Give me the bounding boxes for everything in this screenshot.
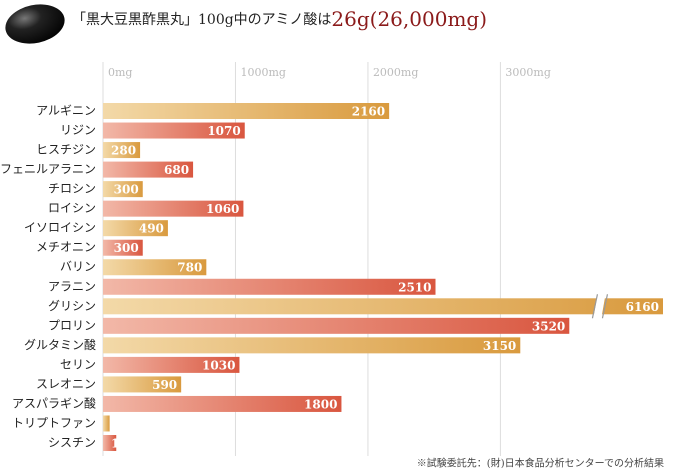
value-label: 300 [114,241,139,255]
value-label: 1030 [202,358,235,372]
bar [103,356,240,373]
title-main: 「黒大豆黒酢黒丸」100g中のアミノ酸は [72,12,331,28]
category-label: ロイシン [48,201,96,215]
category-label: グリシン [48,299,96,313]
axis-break-mark [591,294,599,319]
category-label: セリン [60,357,96,371]
x-tick-label: 1000mg [240,66,285,79]
value-label: 680 [164,163,189,177]
category-label: プロリン [48,318,96,332]
category-label: リジン [60,123,96,137]
chart-title: 「黒大豆黒酢黒丸」100g中のアミノ酸は26g(26,000mg) [72,7,487,31]
bar [103,220,168,237]
x-tick-label: 2000mg [373,66,418,79]
category-label: メチオニン [36,240,96,254]
bar [103,435,117,452]
axis-break-mark [601,294,609,319]
bar [103,278,436,295]
value-label: 280 [111,144,136,158]
category-label: ヒスチジン [36,143,96,157]
value-label: 3520 [532,319,565,333]
black-bean-icon [5,4,65,44]
bar [103,317,570,334]
category-label: フェニルアラニン [0,162,96,176]
bar [103,161,194,178]
value-label: 780 [177,261,202,275]
bar [103,415,110,432]
category-label: バリン [60,260,96,274]
value-label: 1060 [206,202,239,216]
footnote: ※試験委託先：(財)日本食品分析センターでの分析結果 [417,457,664,470]
axis-break-gap [593,294,606,319]
category-label: アスパラギン酸 [12,395,96,410]
bar [103,142,141,159]
category-label: イソロイシン [24,221,96,235]
bar [103,239,143,256]
bar [103,376,182,393]
value-label: 100 [111,437,136,451]
category-label: アルギニン [36,104,96,118]
value-label: 50 [119,417,136,431]
category-label: チロシン [48,182,96,196]
bar [103,200,244,217]
category-label: アラニン [48,279,96,293]
value-label: 2510 [398,280,431,294]
title-highlight: 26g(26,000mg) [331,7,487,31]
value-label: 590 [152,378,177,392]
x-tick-label: 0mg [108,66,132,79]
category-label: スレオニン [36,377,96,391]
value-label: 3150 [483,339,516,353]
value-label: 2160 [352,105,385,119]
bar [103,181,143,198]
category-label: トリプトファン [12,416,96,430]
category-label: シスチン [48,436,96,450]
bar [103,298,663,315]
x-tick-label: 3000mg [505,66,550,79]
value-label: 1070 [207,124,240,138]
bar [103,122,245,139]
value-label: 6160 [626,300,659,314]
value-label: 1800 [304,397,337,411]
bar [103,337,521,354]
value-label: 490 [139,222,164,236]
bar [103,395,342,412]
bar [103,103,390,119]
bar [103,259,207,276]
category-label: グルタミン酸 [24,337,96,352]
value-label: 300 [114,183,139,197]
